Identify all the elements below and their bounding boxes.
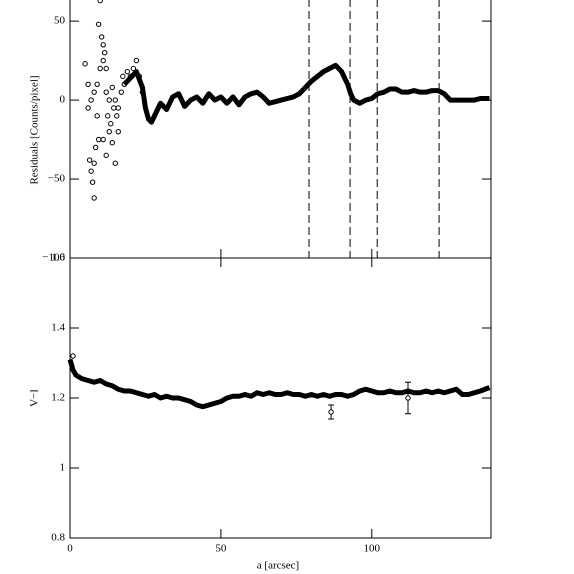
data-point <box>102 49 108 56</box>
y-tick-label: 1.6 <box>51 252 65 264</box>
data-point <box>103 89 109 95</box>
y-tick-label: 1.2 <box>51 392 65 404</box>
data-point <box>91 89 97 95</box>
data-point <box>95 21 102 27</box>
data-point <box>106 97 112 103</box>
data-point <box>103 152 109 159</box>
data-point <box>97 0 103 4</box>
data-point <box>112 97 118 103</box>
data-point <box>94 113 100 119</box>
data-point <box>92 144 99 151</box>
y-tick-label: 0 <box>60 94 66 106</box>
data-point <box>405 395 411 401</box>
data-point <box>100 136 106 143</box>
profile-line <box>67 358 491 410</box>
plot-frame <box>69 257 492 539</box>
data-point <box>89 179 96 185</box>
data-point <box>111 105 117 111</box>
data-point <box>108 121 114 127</box>
data-point <box>105 113 111 119</box>
data-point <box>120 73 126 80</box>
data-point <box>103 65 109 72</box>
data-point <box>91 195 97 201</box>
y-tick-label: 50 <box>54 15 66 27</box>
data-point <box>95 136 102 143</box>
data-point <box>109 84 115 91</box>
data-point <box>91 160 97 166</box>
data-point <box>115 128 121 135</box>
data-point <box>88 168 94 174</box>
data-point <box>118 89 125 95</box>
plot-frame <box>69 0 492 259</box>
x-tick-label: 100 <box>364 543 381 555</box>
data-point <box>124 68 131 75</box>
x-axis-label: a [arcsec] <box>257 560 299 572</box>
data-point <box>112 160 118 166</box>
data-point <box>88 97 94 103</box>
y-tick-label: 1.4 <box>51 322 65 334</box>
data-point <box>100 57 106 64</box>
x-tick-label: 50 <box>215 543 227 555</box>
data-point <box>109 140 115 146</box>
data-point <box>130 65 137 72</box>
y-axis-label: Residuals [Counts/pixel] <box>29 75 41 184</box>
y-tick-label: 0.8 <box>51 532 65 544</box>
data-point <box>82 61 88 67</box>
data-point <box>133 57 140 64</box>
profile-line <box>122 62 490 125</box>
data-point <box>85 81 91 87</box>
data-point <box>100 42 106 48</box>
data-point <box>98 34 105 40</box>
data-point <box>114 113 120 119</box>
y-tick-label: −100 <box>42 252 65 264</box>
data-point <box>85 105 91 111</box>
y-tick-label: −50 <box>48 173 66 185</box>
y-axis-label: V−I <box>29 389 41 407</box>
data-point <box>94 81 100 87</box>
data-point <box>106 128 112 135</box>
data-point <box>97 65 103 72</box>
data-point <box>328 409 334 415</box>
data-point <box>115 105 121 111</box>
y-tick-label: 1 <box>60 462 66 474</box>
data-point <box>70 353 76 359</box>
x-tick-label: 0 <box>67 543 73 555</box>
data-point <box>86 157 93 163</box>
